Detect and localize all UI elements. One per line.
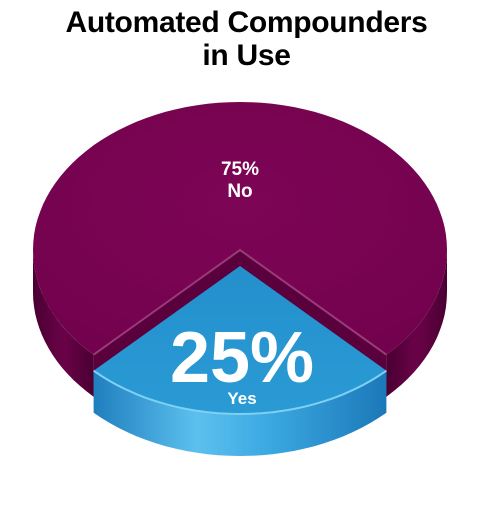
pie-label-yes-value: 25%: [170, 318, 314, 398]
pie-label-yes-name: Yes: [227, 389, 256, 408]
pie-label-no-value: 75%: [221, 159, 259, 180]
pie-slice-yes-side: [93, 370, 387, 456]
chart-title-line-2: in Use: [202, 39, 291, 72]
pie-slice-no-side-left: [33, 250, 94, 397]
chart-title-line-1: Automated Compounders: [65, 6, 428, 39]
chart-title: Automated Compounders in Use: [0, 6, 493, 72]
pie-slice-yes-top: [93, 266, 387, 414]
pie-label-no-name: No: [227, 181, 252, 202]
pie-slice-no-side-right: [386, 250, 447, 397]
pie-slice-yes-rim: [93, 369, 387, 416]
pie-slice-no-top: [33, 102, 447, 355]
pie-slice-yes: [93, 266, 387, 456]
pie-slice-no-edge: [93, 248, 387, 356]
